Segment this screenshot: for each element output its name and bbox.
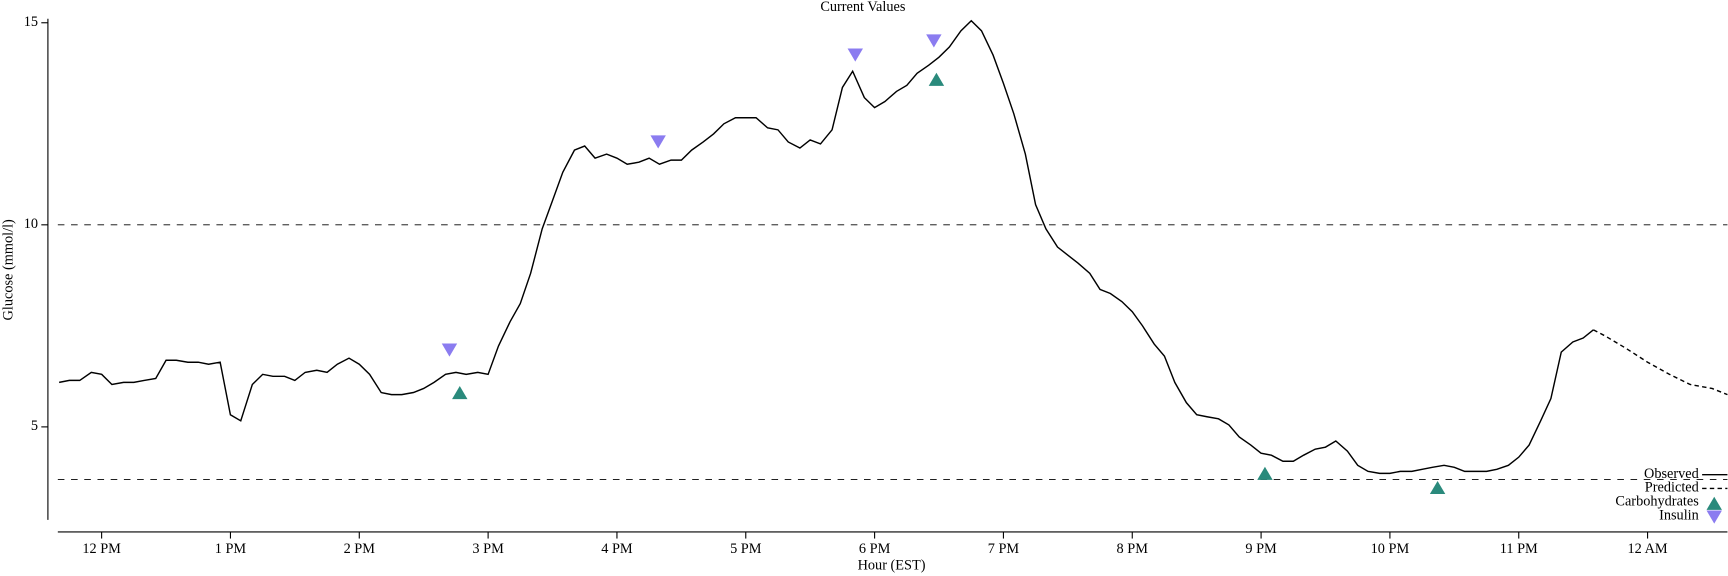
marker (650, 135, 666, 149)
x-tick-label: 4 PM (601, 541, 633, 557)
x-tick-label: 10 PM (1371, 541, 1410, 557)
y-tick-label: 10 (24, 216, 38, 232)
y-tick-label: 5 (31, 418, 38, 434)
x-tick-label: 11 PM (1500, 541, 1538, 557)
x-tick-label: 12 AM (1628, 541, 1668, 557)
x-tick-label: 7 PM (988, 541, 1020, 557)
marker (441, 343, 458, 357)
x-tick-label: 8 PM (1117, 541, 1149, 557)
marker (847, 48, 863, 62)
x-tick-label: 3 PM (472, 541, 504, 557)
x-tick-label: 12 PM (82, 541, 121, 557)
marker (1257, 466, 1273, 480)
y-tick-label: 15 (24, 14, 38, 30)
series-line (1593, 329, 1728, 396)
legend-symbol (1706, 496, 1722, 510)
legend-label: Observed (1644, 466, 1699, 482)
x-axis-label: Hour (EST) (858, 557, 926, 573)
x-tick-label: 5 PM (730, 541, 762, 557)
x-tick-label: 2 PM (344, 541, 376, 557)
x-tick-label: 9 PM (1245, 541, 1277, 557)
x-tick-label: 6 PM (859, 541, 891, 557)
x-tick-label: 1 PM (215, 541, 247, 557)
legend-symbol (1706, 510, 1722, 524)
marker (926, 34, 942, 48)
marker (928, 72, 945, 86)
marker (452, 385, 468, 400)
legend-label: Insulin (1659, 507, 1699, 523)
y-axis-label: Glucose (mmol/l) (1, 219, 17, 320)
chart-title: Current Values (820, 0, 906, 15)
series-line (59, 19, 1594, 475)
legend-label: Predicted (1645, 480, 1699, 496)
legend-label: Carbohydrates (1615, 493, 1699, 509)
marker (1429, 480, 1446, 495)
